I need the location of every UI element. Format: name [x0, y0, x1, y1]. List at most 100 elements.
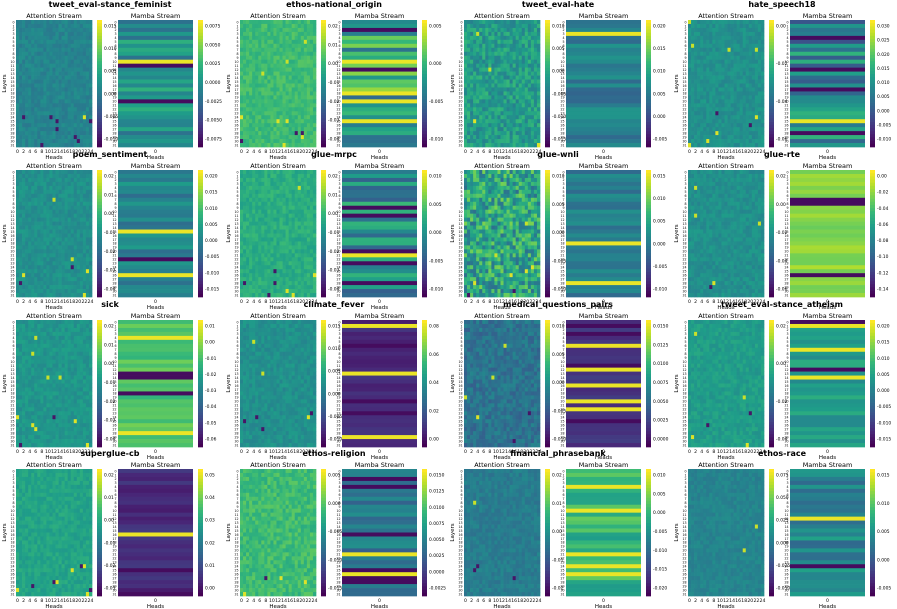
attention-cell [270, 131, 274, 136]
attention-cell [79, 23, 84, 29]
attention-cell [255, 35, 259, 41]
mamba-cell [342, 83, 417, 88]
mamba-layer-tick-label: 0 [786, 20, 788, 24]
attention-cell [25, 185, 29, 191]
attention-cell [255, 143, 259, 148]
attention-cell [700, 51, 704, 57]
attention-cell [497, 35, 501, 41]
attention-cell [285, 59, 289, 65]
attention-cell [733, 39, 737, 45]
attention-cell [760, 143, 765, 148]
attention-cell [67, 43, 72, 49]
attention-cell [521, 99, 526, 104]
attention-cell [282, 31, 286, 37]
attention-colorbar-segment [97, 54, 102, 59]
attention-cell [303, 63, 308, 68]
attention-cell [16, 87, 20, 92]
attention-cell [255, 55, 259, 61]
mamba-cell [790, 143, 865, 148]
attention-cell [270, 87, 274, 92]
attention-cell [533, 47, 538, 53]
attention-cell [37, 115, 41, 120]
attention-cell [82, 293, 87, 298]
attention-cell [55, 170, 59, 175]
attention-cell [712, 47, 716, 53]
attention-cell [509, 143, 513, 148]
attention-cell [34, 177, 38, 183]
attention-cell [252, 99, 256, 104]
attention-colorbar-segment [97, 192, 102, 196]
attention-cell [70, 241, 75, 246]
attention-cell [285, 83, 289, 88]
attention-cell [85, 59, 90, 65]
attention-cell [37, 123, 41, 128]
attention-cell [258, 87, 262, 92]
mamba-cell [118, 67, 193, 72]
attention-cell [703, 67, 707, 72]
attention-colorbar-segment [545, 134, 550, 138]
attention-cell [61, 87, 65, 92]
attention-colorbar-segment [769, 54, 774, 59]
attention-cell [730, 131, 734, 136]
mamba-layer-tick-label: 16 [112, 234, 116, 238]
attention-cell [58, 281, 62, 286]
attention-cell [524, 91, 529, 96]
attention-cell [16, 217, 20, 222]
attention-cell [479, 31, 483, 37]
attention-cell [291, 115, 296, 120]
attention-cell [291, 59, 296, 65]
attention-cell [88, 127, 93, 132]
attention-cell [85, 269, 90, 274]
attention-cell [536, 27, 541, 33]
attention-cell [243, 127, 247, 132]
attention-cell [31, 79, 35, 84]
attention-cell [512, 43, 517, 49]
attention-cell [31, 31, 35, 37]
attention-cell [530, 103, 535, 108]
attention-cell [521, 20, 526, 25]
attention-cell [70, 119, 75, 124]
attention-cell [64, 233, 69, 238]
attention-colorbar-segment [769, 67, 774, 72]
attention-cell [515, 75, 520, 80]
attention-cell [88, 201, 93, 207]
attention-cell [19, 289, 23, 294]
attention-cell [309, 75, 314, 80]
attention-cell [37, 75, 41, 80]
attention-cell [246, 35, 250, 41]
attention-cell [688, 119, 692, 124]
attention-cell [494, 35, 498, 41]
mamba-colorbar-tick: 0.005 [429, 24, 442, 30]
attention-cell [294, 99, 299, 104]
attention-cell [25, 170, 29, 175]
attention-cell [276, 31, 280, 37]
attention-cell [76, 79, 81, 84]
attention-cell [70, 293, 75, 298]
mamba-layer-tick-label: 20 [560, 100, 564, 104]
attention-cell [261, 99, 265, 104]
mamba-colorbar-tick: -0.0025 [205, 99, 222, 105]
attention-cell [40, 225, 44, 230]
attention-cell [291, 87, 296, 92]
attention-cell [312, 107, 317, 112]
attention-cell [22, 75, 26, 80]
attention-cell [88, 285, 93, 290]
attention-cell [85, 209, 90, 215]
layer-tick-label: 3 [12, 182, 14, 186]
attention-cell [61, 71, 65, 76]
attention-cell [754, 87, 759, 92]
attention-cell [703, 31, 707, 37]
attention-cell [73, 193, 78, 199]
attention-cell [494, 123, 498, 128]
attention-cell [506, 119, 510, 124]
attention-cell [240, 75, 244, 80]
attention-cell [64, 281, 69, 286]
attention-cell [240, 119, 244, 124]
attention-cell [721, 143, 725, 148]
attention-cell [497, 39, 501, 45]
attention-cell [312, 127, 317, 132]
attention-colorbar-segment [97, 265, 102, 269]
attention-cell [67, 189, 72, 195]
mamba-cell [118, 107, 193, 112]
attention-cell [25, 193, 29, 199]
